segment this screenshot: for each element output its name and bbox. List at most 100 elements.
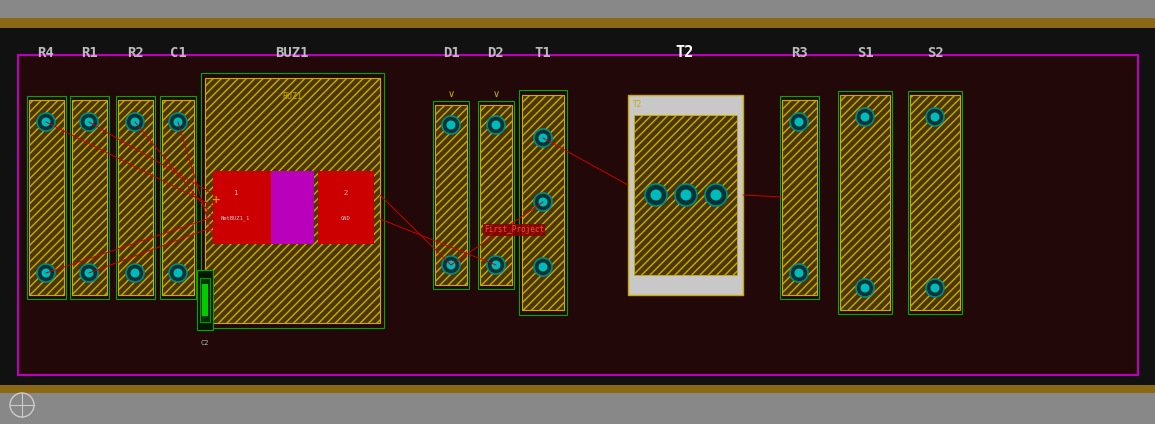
Bar [200, 278, 210, 322]
Bar [162, 100, 194, 295]
Text: +: + [211, 193, 219, 207]
Circle shape [856, 279, 874, 297]
Circle shape [173, 268, 182, 277]
Bar [201, 73, 383, 328]
Bar [29, 100, 64, 295]
Circle shape [492, 120, 500, 129]
Circle shape [650, 190, 662, 201]
Text: R2: R2 [127, 46, 143, 60]
Circle shape [931, 284, 939, 293]
Text: T2: T2 [633, 100, 642, 109]
Circle shape [42, 268, 51, 277]
Text: BUZ1: BUZ1 [275, 46, 308, 60]
Bar [204, 78, 380, 323]
Circle shape [534, 193, 552, 211]
Text: 2: 2 [344, 190, 348, 196]
Circle shape [126, 113, 144, 131]
Circle shape [80, 264, 98, 282]
Bar [480, 105, 512, 285]
Bar [118, 100, 152, 295]
Text: S2: S2 [926, 46, 944, 60]
Bar [116, 96, 155, 299]
Text: ∨: ∨ [447, 89, 455, 99]
Text: BUZ1: BUZ1 [282, 92, 301, 101]
Circle shape [42, 117, 51, 126]
Bar [433, 101, 469, 289]
Circle shape [37, 113, 55, 131]
Circle shape [931, 112, 939, 122]
Bar [908, 91, 962, 314]
Bar [0, 385, 1155, 393]
Bar [519, 90, 567, 315]
Text: T2: T2 [676, 45, 694, 60]
Circle shape [860, 112, 870, 122]
Bar [522, 95, 564, 310]
Bar [271, 171, 314, 244]
Circle shape [680, 190, 692, 201]
Text: R3: R3 [791, 46, 807, 60]
Bar [0, 385, 1155, 424]
Bar [72, 100, 107, 295]
Circle shape [675, 184, 696, 206]
Circle shape [37, 264, 55, 282]
Circle shape [534, 258, 552, 276]
Text: C2: C2 [201, 340, 209, 346]
Text: 1: 1 [233, 190, 237, 196]
Circle shape [538, 198, 547, 206]
Circle shape [84, 117, 94, 126]
Circle shape [442, 256, 460, 274]
Circle shape [442, 116, 460, 134]
Bar [782, 100, 817, 295]
Circle shape [644, 184, 666, 206]
Bar [318, 171, 374, 244]
Circle shape [790, 113, 808, 131]
Circle shape [447, 260, 455, 270]
Bar [27, 96, 66, 299]
Circle shape [131, 268, 140, 277]
Circle shape [705, 184, 726, 206]
Text: First_Project: First_Project [484, 226, 544, 234]
Circle shape [447, 120, 455, 129]
Circle shape [926, 108, 944, 126]
Circle shape [790, 264, 808, 282]
Text: S1: S1 [857, 46, 873, 60]
Bar [202, 284, 208, 316]
Circle shape [131, 117, 140, 126]
Circle shape [538, 262, 547, 271]
Circle shape [538, 134, 547, 142]
Text: NetBUZ1_1: NetBUZ1_1 [221, 216, 249, 221]
Text: T1: T1 [535, 46, 551, 60]
Bar [435, 105, 467, 285]
Circle shape [173, 117, 182, 126]
Bar [628, 95, 743, 295]
Text: D2: D2 [487, 46, 505, 60]
Bar [634, 115, 737, 275]
Bar [198, 270, 213, 330]
Circle shape [856, 108, 874, 126]
Circle shape [795, 117, 804, 126]
Circle shape [80, 113, 98, 131]
Circle shape [710, 190, 722, 201]
Circle shape [487, 116, 505, 134]
Bar [478, 101, 514, 289]
Circle shape [795, 268, 804, 277]
Text: R4: R4 [38, 46, 54, 60]
Circle shape [84, 268, 94, 277]
Bar [910, 95, 960, 310]
Circle shape [487, 256, 505, 274]
Bar [70, 96, 109, 299]
Circle shape [169, 113, 187, 131]
Bar [18, 55, 1138, 375]
Circle shape [860, 284, 870, 293]
Text: R1: R1 [81, 46, 97, 60]
Bar [840, 95, 891, 310]
Circle shape [492, 260, 500, 270]
Circle shape [534, 129, 552, 147]
Bar [0, 0, 1155, 18]
Circle shape [169, 264, 187, 282]
Text: ∨: ∨ [492, 89, 500, 99]
Bar [780, 96, 819, 299]
Bar [213, 171, 274, 244]
Bar [0, 28, 1155, 385]
Circle shape [926, 279, 944, 297]
